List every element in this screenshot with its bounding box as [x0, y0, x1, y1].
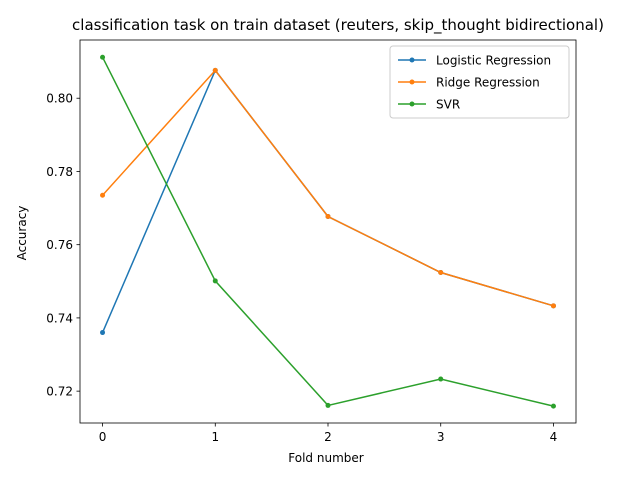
- data-point: [438, 376, 444, 382]
- legend-label: Logistic Regression: [436, 54, 551, 68]
- data-point: [212, 67, 218, 73]
- data-point: [438, 270, 444, 276]
- series-svr: [100, 54, 556, 409]
- series-layer: [100, 54, 556, 409]
- legend-item: Logistic Regression: [398, 54, 551, 68]
- y-tick-label: 0.72: [46, 385, 73, 399]
- data-point: [325, 213, 331, 219]
- data-point: [100, 330, 106, 336]
- x-axis-label: Fold number: [288, 451, 363, 465]
- y-axis-label: Accuracy: [15, 206, 29, 261]
- y-tick-label: 0.76: [46, 238, 73, 252]
- x-axis: 0 1 2 3 4: [99, 423, 558, 444]
- x-tick-label: 0: [99, 430, 107, 444]
- legend-item: Ridge Regression: [398, 76, 540, 90]
- x-tick-label: 3: [437, 430, 445, 444]
- y-tick-label: 0.74: [46, 311, 73, 325]
- y-tick-label: 0.78: [46, 165, 73, 179]
- legend-item: SVR: [398, 98, 460, 112]
- data-point: [212, 278, 218, 284]
- legend-marker: [409, 57, 415, 63]
- legend: Logistic Regression Ridge Regression SVR: [389, 45, 570, 119]
- data-point: [100, 192, 106, 198]
- y-axis: 0.72 0.74 0.76 0.78 0.80: [46, 92, 80, 399]
- x-tick-label: 2: [324, 430, 332, 444]
- data-point: [550, 403, 556, 409]
- legend-label: SVR: [436, 98, 460, 112]
- legend-marker: [409, 79, 415, 85]
- y-tick-label: 0.80: [46, 92, 73, 106]
- x-tick-label: 4: [550, 430, 558, 444]
- series-ridge-regression: [100, 67, 556, 309]
- legend-box: [389, 45, 570, 119]
- chart-title: classification task on train dataset (re…: [72, 16, 604, 35]
- legend-label: Ridge Regression: [436, 76, 540, 90]
- data-point: [325, 402, 331, 408]
- data-point: [550, 303, 556, 309]
- x-tick-label: 1: [211, 430, 219, 444]
- data-point: [100, 54, 106, 60]
- legend-marker: [409, 101, 415, 107]
